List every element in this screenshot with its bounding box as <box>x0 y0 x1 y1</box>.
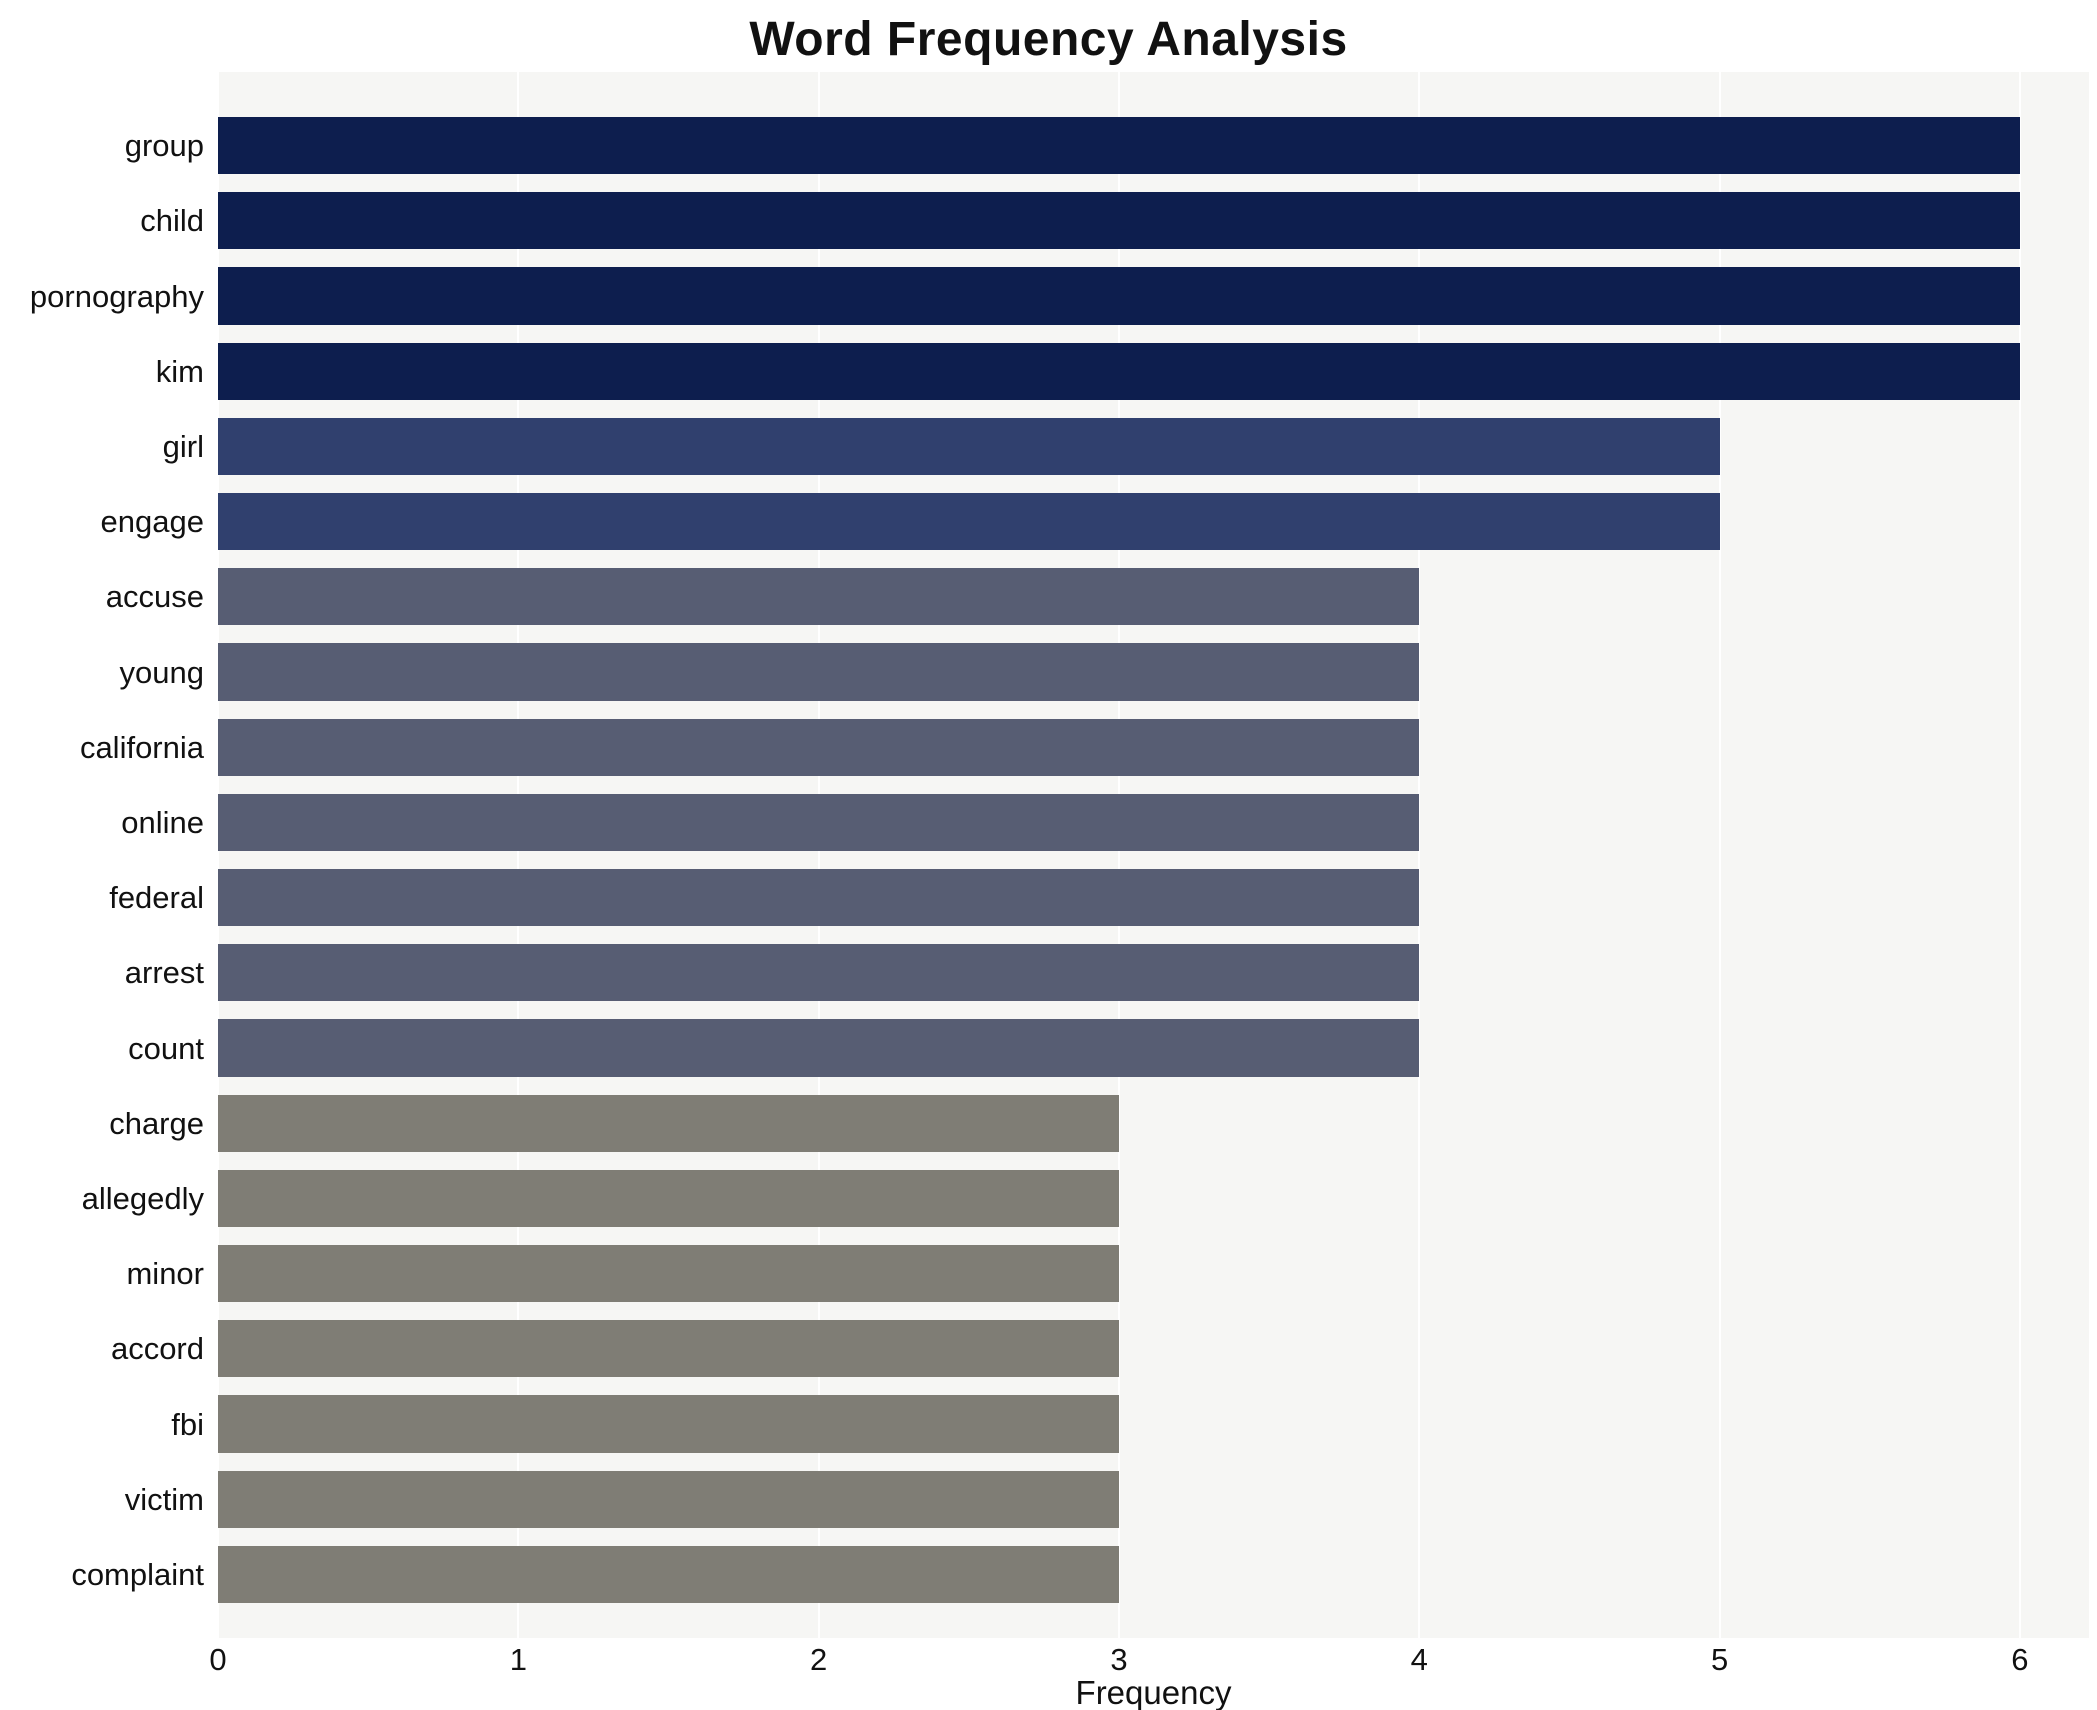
bar-row: arrest <box>0 935 2097 1010</box>
bar <box>218 267 2020 325</box>
bar-track <box>218 409 2089 484</box>
bar-track <box>218 1462 2089 1537</box>
bar <box>218 417 1720 475</box>
category-label: allegedly <box>81 1180 204 1216</box>
category-label: arrest <box>124 955 204 991</box>
category-label: federal <box>109 880 204 916</box>
bar-track <box>218 484 2089 559</box>
bar-row: young <box>0 634 2097 709</box>
bar-track <box>218 559 2089 634</box>
bar-row: online <box>0 785 2097 860</box>
x-axis-tick-label: 2 <box>810 1642 828 1677</box>
gridline <box>817 72 820 1638</box>
bar-row: charge <box>0 1086 2097 1161</box>
bar <box>218 1395 1119 1453</box>
bar-row: victim <box>0 1462 2097 1537</box>
bar-track <box>218 1537 2089 1612</box>
bar-row: accord <box>0 1311 2097 1386</box>
bar <box>218 1169 1119 1228</box>
bar-row: accuse <box>0 559 2097 634</box>
category-label: victim <box>124 1481 204 1517</box>
bar <box>218 568 1420 626</box>
bar <box>218 192 2020 250</box>
category-label: online <box>121 804 204 840</box>
x-axis-tick-label: 4 <box>1410 1642 1428 1677</box>
x-axis-tick-label: 5 <box>1710 1642 1729 1677</box>
category-label: group <box>124 128 204 164</box>
bar-track <box>218 1010 2089 1085</box>
bar-row: complaint <box>0 1537 2097 1612</box>
bar <box>218 1470 1119 1528</box>
category-label: charge <box>109 1105 204 1141</box>
bar-track <box>218 1311 2089 1386</box>
gridline <box>2018 72 2021 1638</box>
bar-track <box>218 634 2089 709</box>
x-axis-title: Frequency <box>1075 1674 1232 1710</box>
gridline <box>1117 72 1120 1638</box>
bar <box>218 1019 1420 1077</box>
bar <box>218 1094 1119 1152</box>
category-label: accord <box>110 1331 204 1367</box>
bar <box>218 342 2020 400</box>
bar <box>218 1245 1119 1303</box>
chart-title: Word Frequency Analysis <box>749 13 1348 66</box>
category-label: child <box>140 203 204 239</box>
bar-rows: group child pornography kim girl engage accuse… <box>0 72 2097 1638</box>
bar-track <box>218 710 2089 785</box>
bar-row: engage <box>0 484 2097 559</box>
category-label: accuse <box>105 579 204 615</box>
category-label: count <box>128 1030 204 1066</box>
bar-row: minor <box>0 1236 2097 1311</box>
gridline <box>1418 72 1421 1638</box>
bar-track <box>218 1236 2089 1311</box>
gridline <box>217 72 219 1638</box>
x-axis-tick-label: 6 <box>2011 1642 2029 1677</box>
category-label: california <box>79 729 204 765</box>
bar-track <box>218 1386 2089 1461</box>
bar-row: fbi <box>0 1386 2097 1461</box>
bar-row: girl <box>0 409 2097 484</box>
bar <box>218 793 1420 851</box>
category-label: young <box>119 654 204 690</box>
bar-row: california <box>0 710 2097 785</box>
category-label: kim <box>155 353 204 389</box>
bar <box>218 1545 1119 1604</box>
bar-row: child <box>0 183 2097 258</box>
bar <box>218 117 2020 175</box>
bar-track <box>218 860 2089 935</box>
bar <box>218 944 1420 1002</box>
bar-row: federal <box>0 860 2097 935</box>
bar-track <box>218 108 2089 183</box>
x-axis-tick-label: 3 <box>1110 1642 1128 1677</box>
bar-track <box>218 258 2089 333</box>
category-label: pornography <box>29 278 204 314</box>
bar-row: count <box>0 1010 2097 1085</box>
x-axis: 0 1 2 3 4 5 6 <box>209 1642 2089 1682</box>
bar-track <box>218 1086 2089 1161</box>
bar-track <box>218 785 2089 860</box>
bar-track <box>218 1161 2089 1236</box>
bar <box>218 1320 1119 1378</box>
category-label: girl <box>162 428 204 464</box>
bar <box>218 718 1420 776</box>
category-label: minor <box>126 1256 204 1292</box>
bar-track <box>218 334 2089 409</box>
bar-track <box>218 935 2089 1010</box>
bar-row: allegedly <box>0 1161 2097 1236</box>
bar-row: pornography <box>0 258 2097 333</box>
bar-row: kim <box>0 334 2097 409</box>
bar-track <box>218 183 2089 258</box>
bar-row: group <box>0 108 2097 183</box>
bar <box>218 493 1720 551</box>
gridline <box>517 72 520 1638</box>
category-label: fbi <box>171 1406 204 1442</box>
x-axis-tick-label: 0 <box>209 1642 227 1677</box>
gridline <box>1718 72 1721 1638</box>
bar <box>218 643 1420 701</box>
category-label: complaint <box>71 1556 204 1592</box>
x-axis-tick-label: 1 <box>509 1642 527 1677</box>
bar <box>218 869 1420 927</box>
category-label: engage <box>100 504 204 540</box>
